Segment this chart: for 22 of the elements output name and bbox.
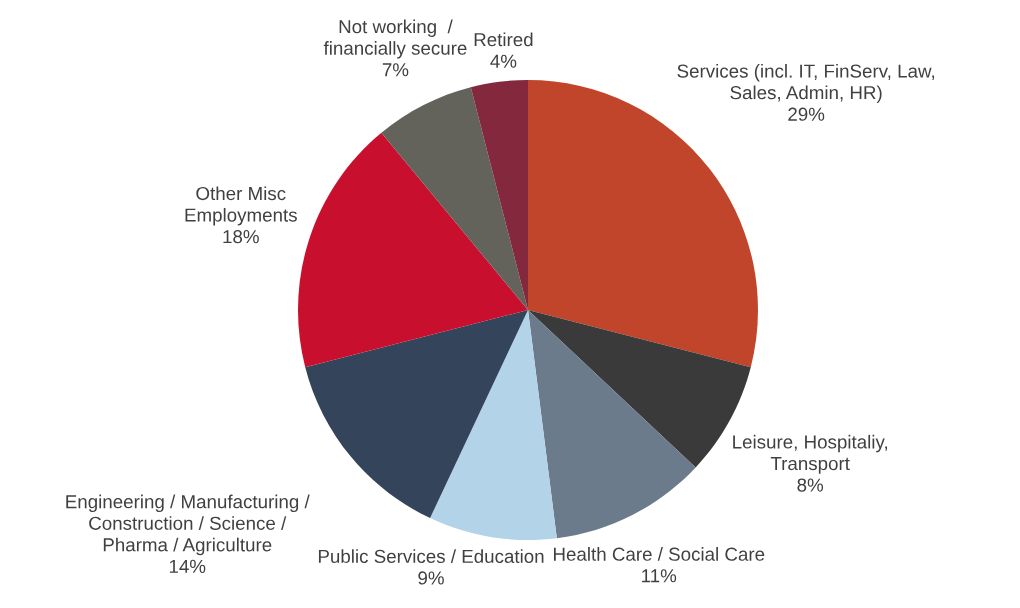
data-label: 8% <box>797 478 824 492</box>
data-label: 29% <box>788 107 825 121</box>
slice-label: Services (incl. IT, FinServ, Law, Sales, Admin, HR) <box>677 63 935 103</box>
pie-slice <box>305 310 528 519</box>
data-label: 14% <box>169 559 206 573</box>
slice-label: Engineering / Manufacturing / Construction / Science / Pharma / Agriculture <box>66 494 310 556</box>
pie-slice <box>298 132 528 368</box>
pie-slice <box>528 310 696 539</box>
slice-label: Health Care / Social Care <box>554 547 765 561</box>
slice-label: Retired <box>474 32 533 47</box>
data-label: 9% <box>418 571 444 585</box>
data-label: 18% <box>223 229 259 244</box>
data-label: 4% <box>490 54 517 68</box>
data-label: 7% <box>382 63 409 77</box>
pie-slice <box>381 87 528 310</box>
slice-label: Leisure, Hospitaliy, Transport <box>733 434 887 474</box>
data-label: 11% <box>642 569 677 583</box>
pie-slice <box>470 80 528 310</box>
slice-label: Not working / financially secure <box>323 19 467 59</box>
slice-label: Public Services / Education <box>318 549 544 564</box>
pie-slice <box>430 310 557 540</box>
slice-label: Other Misc Employments <box>185 186 297 226</box>
